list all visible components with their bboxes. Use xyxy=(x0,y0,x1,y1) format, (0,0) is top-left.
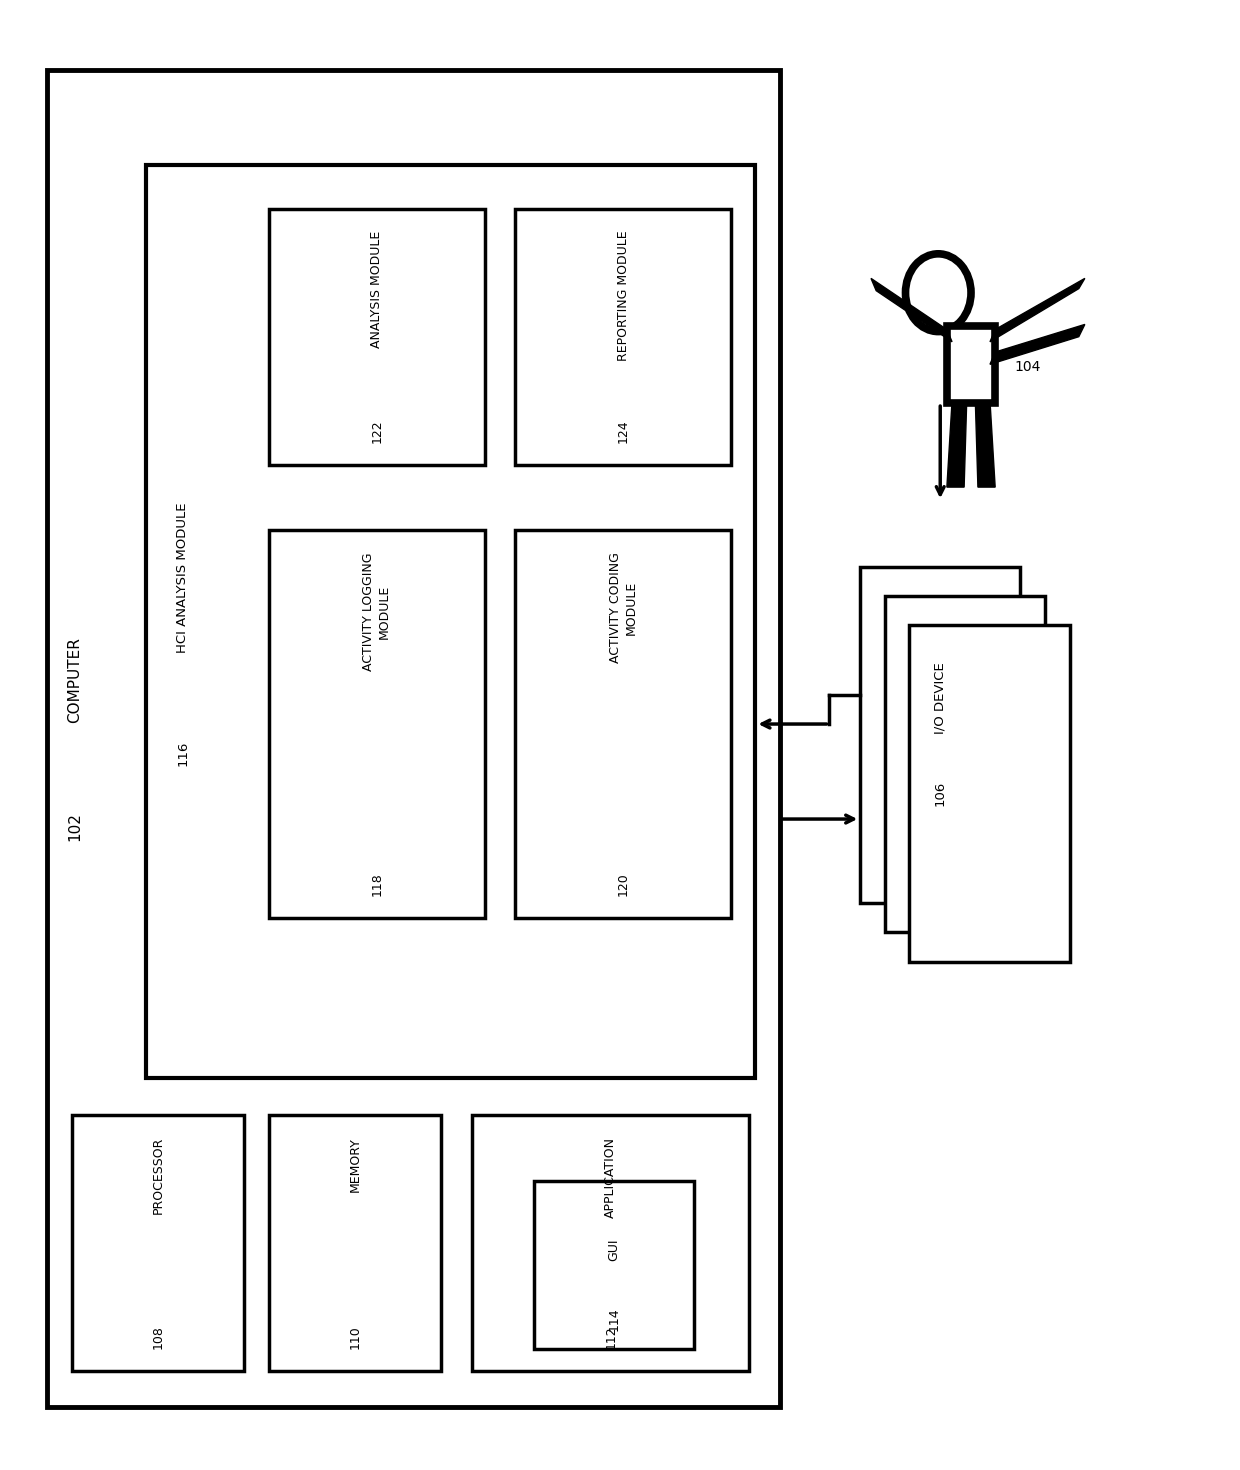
Bar xyxy=(269,209,485,465)
Polygon shape xyxy=(870,278,952,343)
Bar xyxy=(146,165,755,1079)
Text: COMPUTER: COMPUTER xyxy=(67,638,82,723)
Text: 122: 122 xyxy=(371,419,383,442)
Text: I/O DEVICE: I/O DEVICE xyxy=(934,663,946,735)
Text: REPORTING MODULE: REPORTING MODULE xyxy=(616,231,630,362)
Bar xyxy=(861,567,1021,903)
Text: 120: 120 xyxy=(616,872,630,895)
Text: 110: 110 xyxy=(348,1324,362,1349)
Polygon shape xyxy=(947,401,967,487)
Text: ACTIVITY CODING
MODULE: ACTIVITY CODING MODULE xyxy=(609,553,637,663)
Text: HCI ANALYSIS MODULE: HCI ANALYSIS MODULE xyxy=(176,503,190,653)
Text: 106: 106 xyxy=(934,781,946,806)
Text: ACTIVITY LOGGING
MODULE: ACTIVITY LOGGING MODULE xyxy=(362,553,392,670)
Text: 114: 114 xyxy=(608,1308,620,1332)
Polygon shape xyxy=(947,326,996,403)
Bar xyxy=(72,1116,244,1372)
Polygon shape xyxy=(990,278,1085,343)
Bar xyxy=(47,71,780,1407)
Bar xyxy=(269,531,485,917)
Text: 116: 116 xyxy=(176,741,190,766)
Text: PROCESSOR: PROCESSOR xyxy=(151,1136,165,1214)
Bar xyxy=(269,1116,441,1372)
Bar xyxy=(533,1180,694,1349)
Text: APPLICATION: APPLICATION xyxy=(604,1136,618,1219)
Bar xyxy=(885,597,1045,932)
Text: MEMORY: MEMORY xyxy=(348,1136,362,1192)
Text: 108: 108 xyxy=(151,1324,165,1349)
Bar xyxy=(516,531,730,917)
Text: 112: 112 xyxy=(604,1326,618,1349)
Text: GUI: GUI xyxy=(608,1239,620,1261)
Text: 102: 102 xyxy=(67,811,82,841)
Text: 118: 118 xyxy=(371,872,383,895)
Bar xyxy=(909,625,1070,961)
Bar xyxy=(516,209,730,465)
Text: 124: 124 xyxy=(616,419,630,442)
Polygon shape xyxy=(990,325,1085,365)
Text: 104: 104 xyxy=(1014,360,1040,375)
Bar xyxy=(472,1116,749,1372)
Polygon shape xyxy=(976,401,996,487)
Text: ANALYSIS MODULE: ANALYSIS MODULE xyxy=(371,231,383,348)
